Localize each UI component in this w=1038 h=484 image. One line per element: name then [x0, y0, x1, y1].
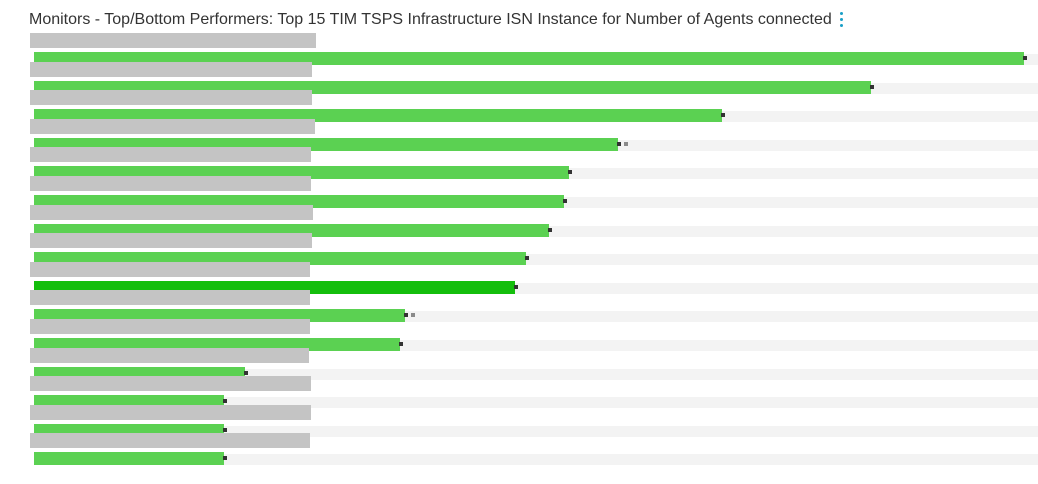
- bar-track: [34, 254, 1038, 266]
- bar-end-marker: [399, 342, 403, 346]
- bar-track: [34, 425, 1038, 437]
- chart-row[interactable]: [0, 118, 1038, 151]
- bar-end-marker: [617, 141, 621, 146]
- chart-header: Monitors - Top/Bottom Performers: Top 15…: [29, 9, 844, 31]
- bar-end-marker: [563, 199, 567, 203]
- chart-row[interactable]: [0, 404, 1038, 437]
- chart-row[interactable]: [0, 290, 1038, 323]
- chart-row[interactable]: [0, 319, 1038, 351]
- bar-end-marker: [223, 399, 227, 404]
- row-label-placeholder: [30, 433, 310, 449]
- chart-row[interactable]: [0, 147, 1038, 180]
- chart-row[interactable]: [0, 176, 1038, 208]
- bar-end-marker: [548, 227, 552, 232]
- chart-row[interactable]: [0, 433, 1038, 466]
- bar-track: [34, 282, 1038, 294]
- row-label-placeholder: [30, 319, 310, 334]
- bar-end-marker: [223, 456, 227, 461]
- bar-end-marker: [244, 370, 248, 375]
- bar-end-marker: [404, 313, 408, 318]
- row-label-placeholder: [30, 261, 310, 277]
- row-label-placeholder: [30, 90, 312, 106]
- row-label-placeholder: [30, 290, 310, 306]
- bar-track: [34, 311, 1038, 323]
- bar-track: [34, 454, 1038, 466]
- bar-end-marker: [1023, 56, 1027, 60]
- row-label-placeholder: [30, 204, 313, 220]
- row-label-placeholder: [30, 404, 311, 420]
- bar-end-marker: [514, 284, 518, 289]
- row-label-placeholder: [30, 118, 315, 134]
- bar-track: [34, 340, 1038, 351]
- row-label-placeholder: [30, 176, 311, 191]
- bar-end-marker: [568, 170, 572, 175]
- chart-title: Monitors - Top/Bottom Performers: Top 15…: [29, 11, 832, 28]
- row-label-placeholder: [30, 233, 312, 249]
- row-label-placeholder: [30, 33, 316, 48]
- chart-row[interactable]: [0, 261, 1038, 294]
- bar-end-marker: [525, 256, 529, 261]
- row-label-placeholder: [30, 61, 312, 77]
- chart-row[interactable]: [0, 376, 1038, 409]
- bar-secondary-marker: [411, 313, 415, 318]
- bar[interactable]: [34, 452, 224, 466]
- bar-end-marker: [870, 84, 874, 89]
- bar-track: [34, 368, 1038, 380]
- chart-row[interactable]: [0, 61, 1038, 94]
- bar-track: [34, 397, 1038, 409]
- chart-row[interactable]: [0, 347, 1038, 380]
- bar-end-marker: [721, 113, 725, 118]
- chart-row[interactable]: [0, 33, 1038, 65]
- row-label-placeholder: [30, 147, 311, 163]
- bar-end-marker: [223, 427, 227, 432]
- row-label-placeholder: [30, 347, 309, 363]
- chart-row[interactable]: [0, 204, 1038, 237]
- chart-row[interactable]: [0, 90, 1038, 123]
- bar-secondary-marker: [624, 141, 628, 146]
- chart-row[interactable]: [0, 233, 1038, 266]
- row-label-placeholder: [30, 376, 311, 392]
- more-vertical-icon[interactable]: [838, 11, 844, 29]
